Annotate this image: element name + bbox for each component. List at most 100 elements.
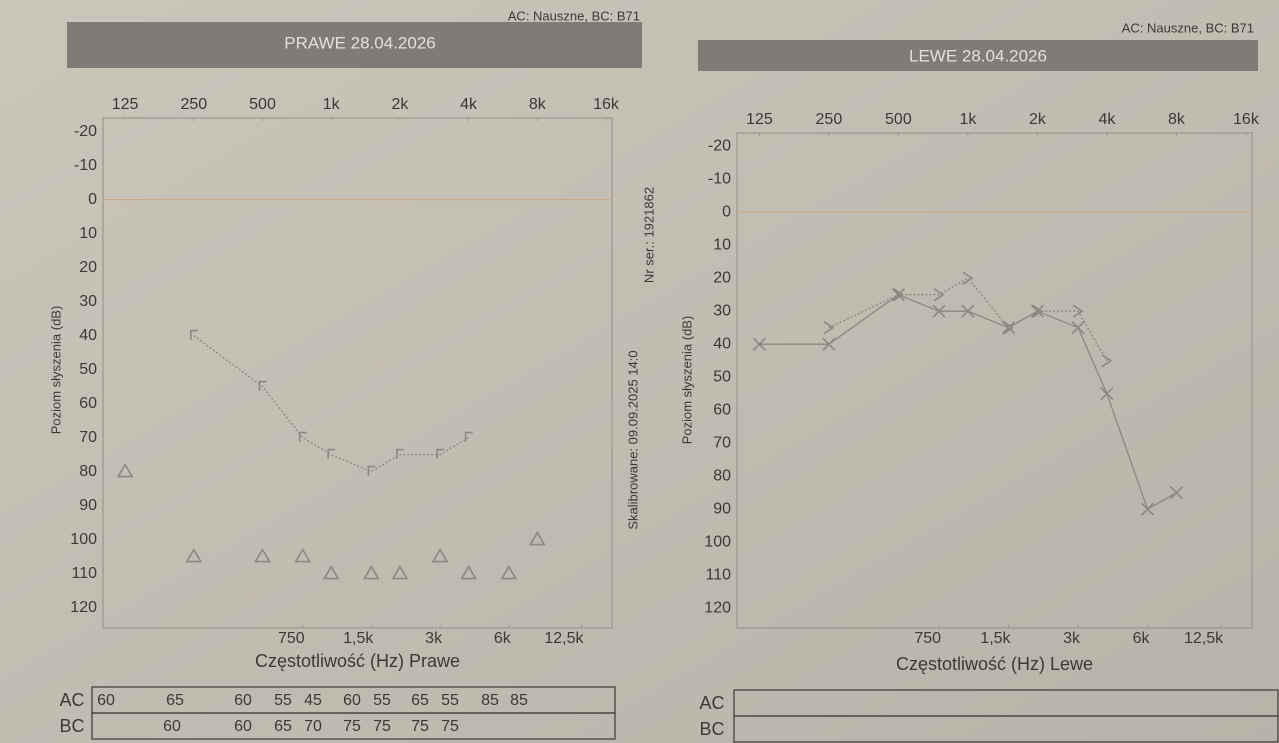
threshold-value: 75 [373,718,391,735]
x-axis-label: Częstotliwość (Hz) Prawe [255,651,460,671]
table-cell [733,715,1279,743]
x-tick-label-top: 500 [249,96,276,113]
x-tick-label-bottom: 1,5k [980,630,1011,647]
marker-bracket [298,431,307,442]
x-tick-label-top: 2k [391,96,409,113]
y-axis-label: Poziom słyszenia (dB) [48,306,63,435]
threshold-value: 85 [510,692,528,709]
y-tick-label: 50 [713,368,731,385]
y-tick-label: 20 [713,269,731,286]
y-tick-label: 60 [713,401,731,418]
marker-x [932,304,946,318]
marker-chevron [892,288,904,302]
y-tick-label: 80 [79,463,97,480]
y-tick-label: 70 [713,434,731,451]
y-tick-label: 30 [79,293,97,310]
marker-bracket [258,380,267,391]
marker-x [752,337,766,351]
row-label: AC [59,690,84,710]
marker-chevron [1003,321,1014,335]
marker-x [1100,387,1114,401]
serial-number: Nr ser.: 1921862 [641,187,656,283]
table-cell [91,712,616,740]
x-tick-label-bottom: 1,5k [343,630,374,647]
marker-chevron [933,288,945,302]
y-tick-label: 110 [71,565,97,582]
x-tick-label-top: 8k [1168,111,1186,128]
x-tick-label-bottom: 12,5k [1184,630,1224,647]
threshold-value: 65 [274,718,292,735]
threshold-value: 55 [274,692,292,709]
x-tick-label-top: 125 [746,111,773,128]
threshold-value: 65 [411,692,429,709]
threshold-value: 70 [304,718,322,735]
y-tick-label: -10 [708,170,731,187]
threshold-value: 55 [373,692,391,709]
marker-chevron [1101,354,1113,368]
threshold-value: 60 [97,692,115,709]
marker-triangle [500,565,518,580]
threshold-value: 60 [163,718,181,735]
y-tick-label: 120 [70,599,97,616]
marker-chevron [962,271,974,285]
x-tick-label-top: 125 [112,96,139,113]
y-tick-label: 20 [79,259,97,276]
marker-triangle [528,531,546,546]
x-tick-label-bottom: 750 [914,630,941,647]
threshold-value: 75 [343,718,361,735]
x-tick-label-bottom: 6k [1133,630,1151,647]
marker-chevron [1072,304,1084,318]
marker-bracket [367,465,376,476]
y-tick-label: 120 [704,599,731,616]
marker-x [822,337,836,351]
marker-chevron [823,321,835,335]
transducer-note: AC: Nauszne, BC: B71 [508,8,640,23]
plot-area [102,117,613,629]
y-tick-label: 110 [705,566,731,583]
plot-area [736,132,1253,629]
transducer-note: AC: Nauszne, BC: B71 [1122,20,1254,35]
x-tick-label-bottom: 3k [1063,630,1081,647]
marker-chevron [1031,304,1043,318]
x-tick-label-top: 250 [816,111,843,128]
x-tick-label-top: 250 [180,96,207,113]
threshold-value: 45 [304,692,322,709]
x-tick-label-bottom: 6k [494,630,512,647]
threshold-value: 65 [166,692,184,709]
title-bar [698,40,1258,71]
marker-triangle [391,565,409,580]
title-bar [67,22,642,68]
marker-bracket [436,448,445,459]
y-tick-label: 0 [88,191,97,208]
marker-x [961,304,975,318]
y-axis-label: Poziom słyszenia (dB) [679,316,694,445]
threshold-value: 85 [481,692,499,709]
marker-triangle [116,463,134,478]
y-tick-label: 30 [713,302,731,319]
x-axis-label: Częstotliwość (Hz) Lewe [896,654,1093,674]
y-tick-label: 50 [79,361,97,378]
x-tick-label-top: 16k [593,96,620,113]
chart-title: LEWE 28.04.2026 [909,46,1047,65]
y-tick-label: 90 [79,497,97,514]
threshold-value: 60 [234,692,252,709]
threshold-value: 60 [234,718,252,735]
threshold-value: 75 [441,718,459,735]
x-tick-label-top: 8k [529,96,547,113]
x-tick-label-top: 1k [323,96,341,113]
series-line [193,335,469,473]
row-label: BC [59,716,84,736]
marker-x [1141,502,1155,516]
marker-x [1169,486,1183,500]
y-tick-label: 0 [722,203,731,220]
y-tick-label: 40 [713,335,731,352]
y-tick-label: -20 [74,123,97,140]
marker-triangle [431,548,449,563]
x-tick-label-bottom: 12,5k [544,630,584,647]
marker-triangle [460,565,477,580]
y-tick-label: 100 [704,533,731,550]
threshold-value: 55 [441,692,459,709]
